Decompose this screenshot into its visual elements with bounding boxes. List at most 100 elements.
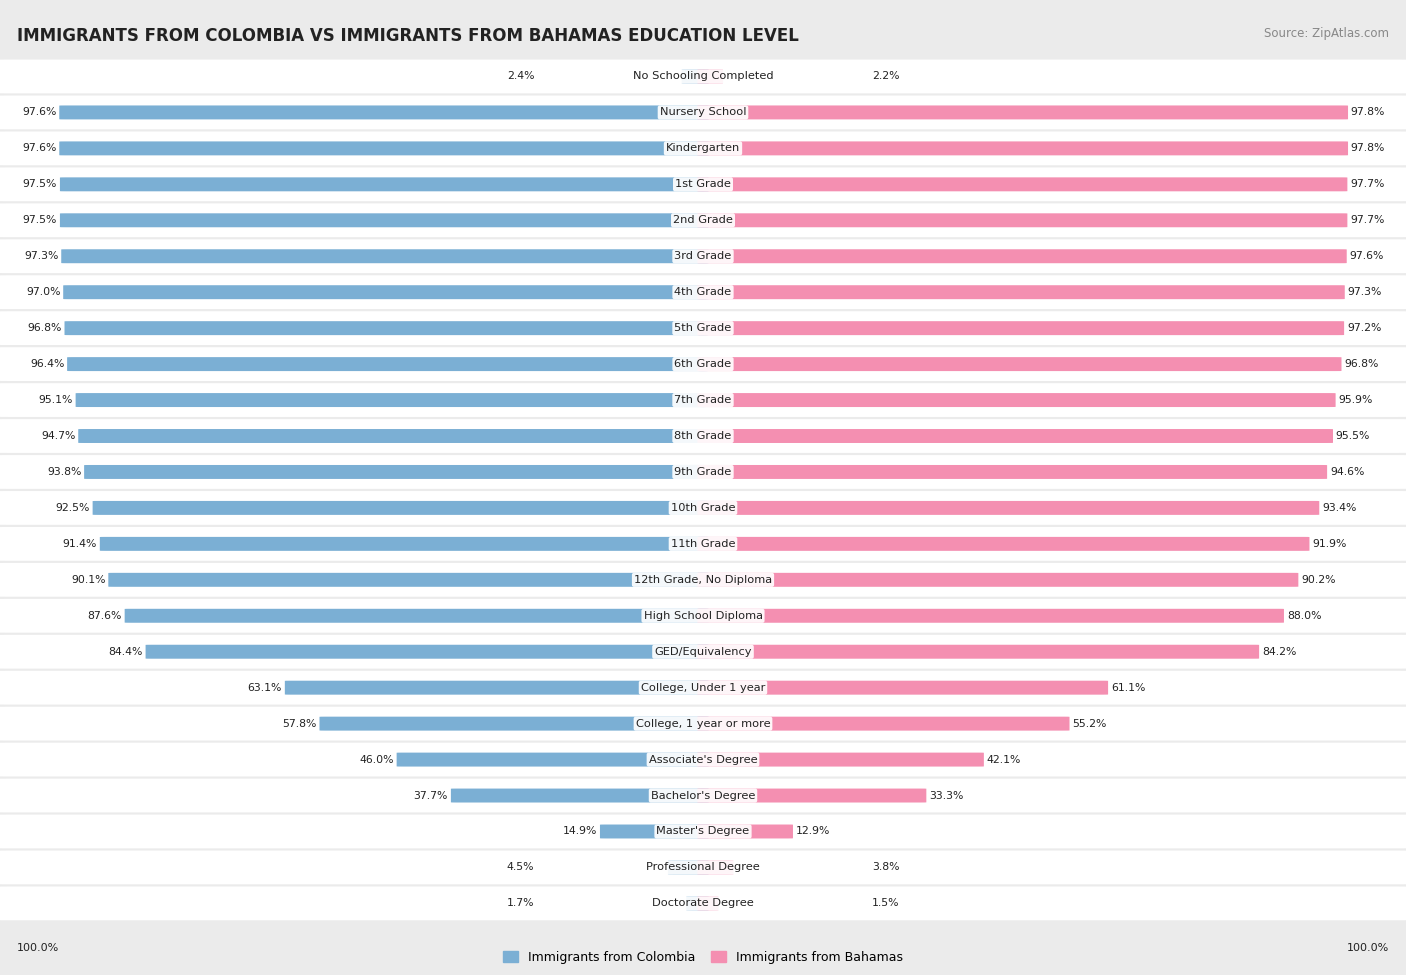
Text: 3.8%: 3.8% [872,863,900,873]
FancyBboxPatch shape [0,455,1406,488]
Text: 63.1%: 63.1% [247,682,283,692]
FancyBboxPatch shape [0,563,1406,597]
Text: 1.7%: 1.7% [506,898,534,909]
FancyBboxPatch shape [697,321,1344,335]
Text: 88.0%: 88.0% [1286,610,1322,621]
FancyBboxPatch shape [697,608,1284,623]
Text: Master's Degree: Master's Degree [657,827,749,837]
FancyBboxPatch shape [0,814,1406,848]
Text: 33.3%: 33.3% [929,791,963,800]
Legend: Immigrants from Colombia, Immigrants from Bahamas: Immigrants from Colombia, Immigrants fro… [503,951,903,964]
FancyBboxPatch shape [319,717,709,730]
Text: 97.5%: 97.5% [22,215,58,225]
Text: 10th Grade: 10th Grade [671,503,735,513]
FancyBboxPatch shape [697,393,1336,407]
Text: Nursery School: Nursery School [659,107,747,117]
Text: 93.8%: 93.8% [46,467,82,477]
FancyBboxPatch shape [600,825,709,838]
Text: High School Diploma: High School Diploma [644,610,762,621]
Text: 97.2%: 97.2% [1347,323,1381,333]
Text: 57.8%: 57.8% [283,719,316,728]
Text: 97.8%: 97.8% [1351,107,1385,117]
FancyBboxPatch shape [285,681,709,694]
Text: No Schooling Completed: No Schooling Completed [633,71,773,82]
Text: 1st Grade: 1st Grade [675,179,731,189]
Text: 4th Grade: 4th Grade [675,288,731,297]
FancyBboxPatch shape [0,526,1406,561]
FancyBboxPatch shape [93,501,709,515]
Text: 97.3%: 97.3% [1347,288,1382,297]
FancyBboxPatch shape [125,608,709,623]
FancyBboxPatch shape [0,599,1406,633]
FancyBboxPatch shape [0,59,1406,94]
FancyBboxPatch shape [682,69,709,84]
Text: 92.5%: 92.5% [55,503,90,513]
FancyBboxPatch shape [451,789,709,802]
FancyBboxPatch shape [0,707,1406,741]
FancyBboxPatch shape [67,357,709,371]
FancyBboxPatch shape [697,250,1347,263]
Text: 90.2%: 90.2% [1301,575,1336,585]
FancyBboxPatch shape [697,286,1344,299]
FancyBboxPatch shape [60,214,709,227]
FancyBboxPatch shape [60,177,709,191]
FancyBboxPatch shape [697,753,984,766]
Text: 97.3%: 97.3% [24,252,59,261]
FancyBboxPatch shape [697,177,1347,191]
Text: Kindergarten: Kindergarten [666,143,740,153]
Text: 2.2%: 2.2% [872,71,900,82]
FancyBboxPatch shape [76,393,709,407]
FancyBboxPatch shape [396,753,709,766]
Text: College, Under 1 year: College, Under 1 year [641,682,765,692]
Text: 94.7%: 94.7% [41,431,76,441]
FancyBboxPatch shape [0,886,1406,920]
FancyBboxPatch shape [0,383,1406,417]
FancyBboxPatch shape [0,275,1406,309]
FancyBboxPatch shape [697,825,793,838]
Text: 97.5%: 97.5% [22,179,58,189]
Text: GED/Equivalency: GED/Equivalency [654,646,752,657]
FancyBboxPatch shape [0,635,1406,669]
Text: 6th Grade: 6th Grade [675,359,731,370]
FancyBboxPatch shape [0,96,1406,130]
Text: 2.4%: 2.4% [506,71,534,82]
Text: 42.1%: 42.1% [987,755,1021,764]
FancyBboxPatch shape [697,105,1348,119]
FancyBboxPatch shape [697,357,1341,371]
Text: 1.5%: 1.5% [872,898,900,909]
FancyBboxPatch shape [0,743,1406,776]
FancyBboxPatch shape [0,779,1406,812]
Text: 91.9%: 91.9% [1312,539,1347,549]
Text: 97.7%: 97.7% [1350,215,1385,225]
Text: 96.8%: 96.8% [1344,359,1379,370]
Text: 96.4%: 96.4% [30,359,65,370]
FancyBboxPatch shape [697,69,723,84]
Text: 97.8%: 97.8% [1351,143,1385,153]
Text: 5th Grade: 5th Grade [675,323,731,333]
FancyBboxPatch shape [697,896,718,911]
Text: 97.6%: 97.6% [22,143,56,153]
FancyBboxPatch shape [59,105,709,119]
FancyBboxPatch shape [0,671,1406,705]
FancyBboxPatch shape [108,573,709,587]
Text: 8th Grade: 8th Grade [675,431,731,441]
FancyBboxPatch shape [697,861,734,875]
FancyBboxPatch shape [668,861,709,875]
FancyBboxPatch shape [0,132,1406,166]
FancyBboxPatch shape [697,573,1298,587]
Text: 97.0%: 97.0% [25,288,60,297]
FancyBboxPatch shape [697,501,1319,515]
Text: 97.6%: 97.6% [22,107,56,117]
FancyBboxPatch shape [697,465,1327,479]
FancyBboxPatch shape [0,491,1406,525]
FancyBboxPatch shape [146,644,709,659]
FancyBboxPatch shape [697,141,1348,155]
FancyBboxPatch shape [0,168,1406,201]
Text: 4.5%: 4.5% [506,863,534,873]
FancyBboxPatch shape [697,537,1309,551]
Text: 95.9%: 95.9% [1339,395,1372,405]
Text: 93.4%: 93.4% [1322,503,1357,513]
FancyBboxPatch shape [0,347,1406,381]
Text: Associate's Degree: Associate's Degree [648,755,758,764]
Text: 55.2%: 55.2% [1073,719,1107,728]
